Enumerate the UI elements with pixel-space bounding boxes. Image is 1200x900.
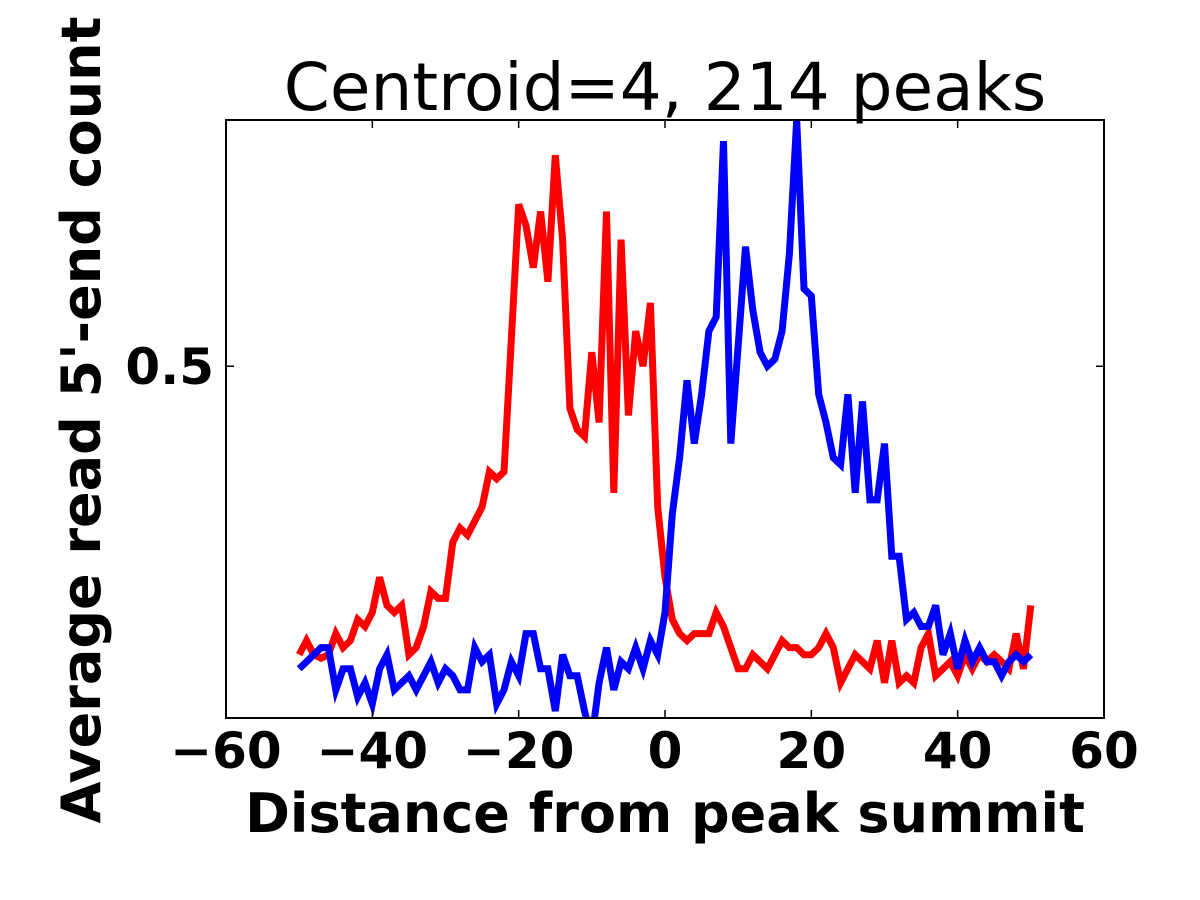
y-tick-label: 0.5 [125, 338, 214, 396]
plot-area [225, 119, 1105, 719]
x-tick-label: −20 [463, 722, 574, 780]
x-axis-label: Distance from peak summit [245, 782, 1085, 845]
series-layer [296, 120, 1035, 718]
x-tick-label: −60 [170, 722, 281, 780]
series-line-2 [296, 120, 1034, 718]
y-axis-label: Average read 5'-end count [50, 17, 113, 824]
ticks-layer: −60 −40 −20 0 20 40 60 0.5 [125, 120, 1139, 780]
x-tick-label: 20 [777, 722, 847, 780]
chart-title: Centroid=4, 214 peaks [284, 49, 1046, 126]
x-tick-label: 0 [648, 722, 683, 780]
x-tick-label: 40 [923, 722, 993, 780]
x-tick-label: −40 [317, 722, 428, 780]
x-tick-label: 60 [1069, 722, 1139, 780]
